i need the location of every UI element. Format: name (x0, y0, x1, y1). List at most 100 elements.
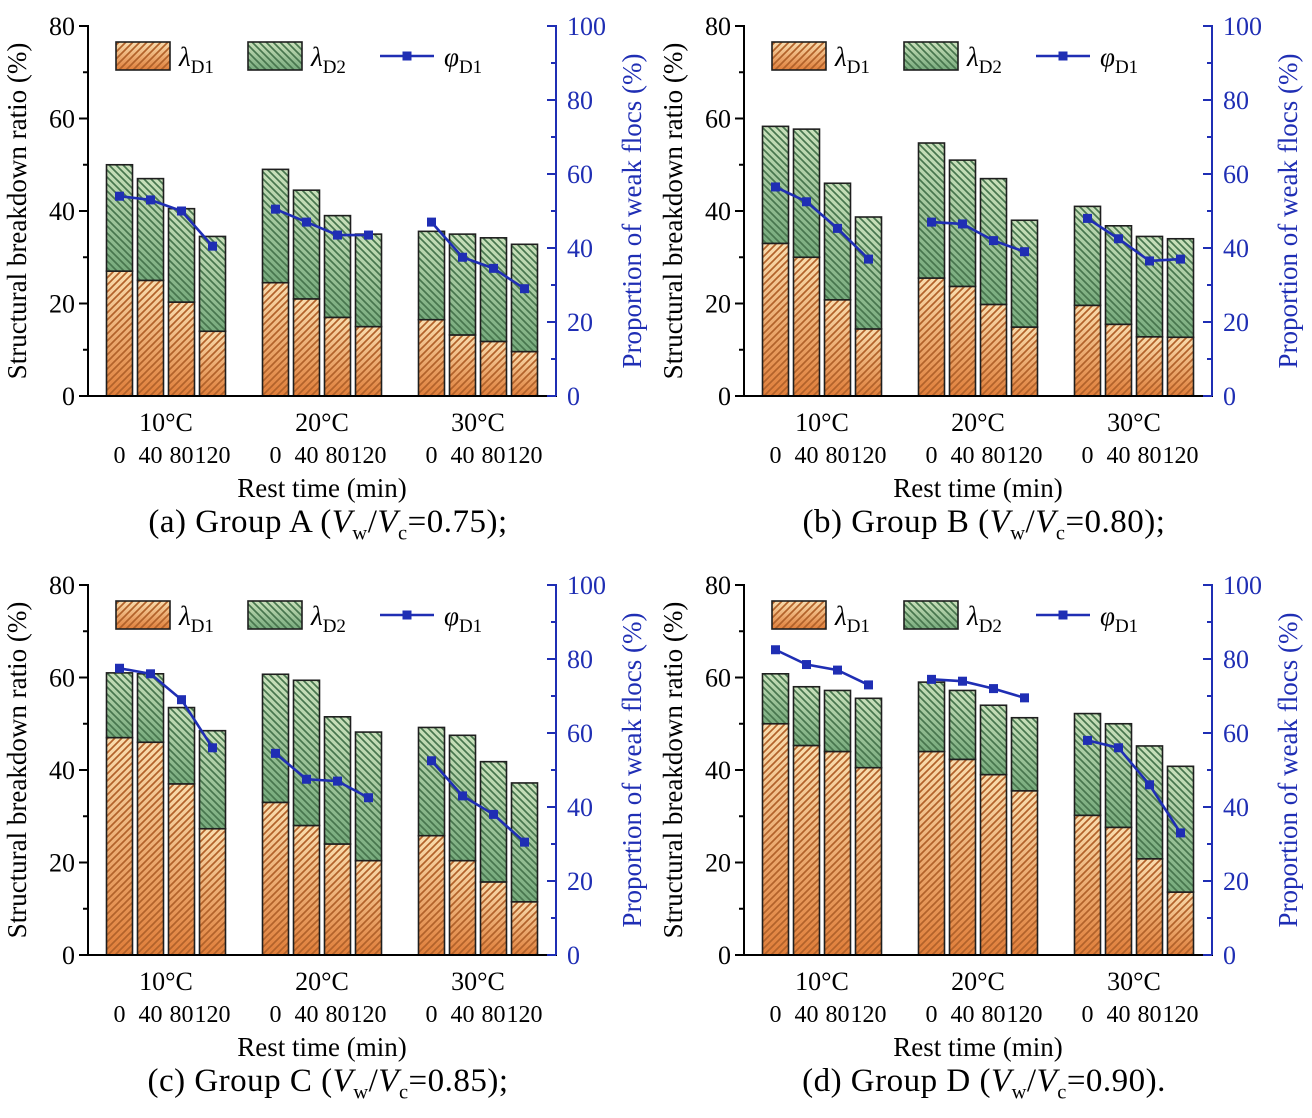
caption-text: (b) Group B ( (802, 504, 990, 540)
x-axis-title: Rest time (min) (893, 1032, 1062, 1062)
chart-panel-b: 0 20 40 60 80 0 20 40 60 80 100 Structural breakdow… (658, 12, 1303, 503)
phi-marker (271, 748, 280, 758)
right-tick-label: 0 (1223, 941, 1236, 970)
rest-time-label: 80 (326, 443, 350, 469)
rest-time-label: 0 (114, 1002, 126, 1028)
bar-segment-lambda-D2-hatch (510, 243, 539, 353)
panel-c: 0 20 40 60 80 0 20 40 60 80 100 Structural breakdow… (0, 559, 656, 1118)
rest-time-label: 0 (926, 443, 938, 469)
caption-text: / (368, 1063, 379, 1099)
phi-marker (146, 195, 155, 205)
bar-segment-lambda-D2-hatch (823, 689, 852, 753)
rest-time-label: 0 (770, 1002, 782, 1028)
phi-marker (489, 809, 498, 819)
rest-time-label: 40 (139, 443, 163, 469)
phi-line-series (771, 645, 1185, 838)
left-tick-label: 60 (49, 664, 75, 693)
caption-panel-a: (a) Group A (Vw/Vc=0.75); (148, 504, 507, 544)
right-axis-title: Proportion of weak flocs (%) (617, 613, 647, 928)
phi-line (119, 194, 214, 248)
bar-segment-lambda-D2-hatch (417, 726, 446, 837)
legend-label-lambda-D1: λD1 (834, 601, 870, 637)
bar-segment-lambda-D1-hatch (1166, 891, 1195, 956)
phi-line (119, 666, 214, 749)
bar-segment-lambda-D1-hatch (854, 766, 883, 956)
phi-marker (771, 182, 780, 192)
bar-segment-lambda-D1-hatch (1073, 814, 1102, 956)
rest-time-label: 120 (507, 1002, 543, 1028)
right-tick-label: 80 (567, 645, 593, 674)
phi-marker (333, 230, 342, 240)
left-axis-title: Structural breakdown ratio (%) (658, 43, 688, 380)
bar-segment-lambda-D2-hatch (1104, 722, 1133, 829)
caption-text: c (1057, 1081, 1067, 1104)
bar-segment-lambda-D1-hatch (1010, 790, 1039, 956)
phi-marker (1145, 780, 1154, 790)
phi-marker (115, 191, 124, 201)
bar-segment-lambda-D1-hatch (323, 843, 352, 956)
phi-marker (927, 674, 936, 684)
axes: 0 20 40 60 80 0 20 40 60 80 100 Structural breakdow… (658, 571, 1303, 1062)
left-tick-label: 80 (49, 571, 75, 600)
legend-swatch-lambda-D1 (771, 41, 827, 71)
rest-time-label: 80 (982, 443, 1006, 469)
bar-segment-lambda-D1-hatch (1135, 335, 1164, 397)
x-axis-title: Rest time (min) (237, 473, 406, 503)
phi-marker (989, 684, 998, 694)
phi-marker (1083, 213, 1092, 223)
phi-line-series (115, 663, 529, 847)
phi-line (774, 648, 870, 687)
legend-swatch-lambda-D1 (115, 600, 171, 630)
caption-text: c (398, 522, 408, 545)
bar-segment-lambda-D1-hatch (292, 298, 321, 397)
chart-panel-d: 0 20 40 60 80 0 20 40 60 80 100 Structural breakdow… (658, 571, 1303, 1062)
panel-b: 0 20 40 60 80 0 20 40 60 80 100 Structural breakdow… (656, 0, 1312, 559)
axes: 0 20 40 60 80 0 20 40 60 80 100 Structural breakdow… (2, 571, 647, 1062)
bar-segment-lambda-D2-hatch (198, 235, 227, 333)
left-tick-label: 80 (705, 571, 731, 600)
temperature-label: 30°C (1107, 967, 1161, 996)
rest-time-label: 120 (195, 443, 231, 469)
caption-text: =0.90). (1066, 1063, 1166, 1099)
bar-segment-lambda-D2-hatch (479, 237, 508, 343)
bar-segment-lambda-D2-hatch (948, 689, 977, 761)
legend-marker-sample (402, 51, 412, 61)
legend-swatch-lambda-D2 (247, 600, 303, 630)
axes: 0 20 40 60 80 0 20 40 60 80 100 Structural breakdow… (658, 12, 1303, 503)
caption-text: V (378, 1063, 399, 1099)
legend: λD1 λD2 φD1 (771, 41, 1138, 78)
bar-segment-lambda-D2-hatch (417, 230, 446, 321)
caption-text: / (367, 504, 378, 540)
right-tick-label: 100 (1223, 571, 1262, 600)
temperature-label: 20°C (951, 408, 1005, 437)
rest-time-label: 120 (507, 443, 543, 469)
right-tick-label: 100 (567, 12, 606, 41)
rest-time-label: 40 (295, 1002, 319, 1028)
right-tick-label: 0 (1223, 382, 1236, 411)
phi-marker (489, 263, 498, 273)
caption-panel-d: (d) Group D (Vw/Vc=0.90). (802, 1063, 1166, 1103)
rest-time-label: 40 (795, 443, 819, 469)
legend: λD1 λD2 φD1 (771, 600, 1138, 637)
phi-marker (1114, 234, 1123, 244)
right-axis-title: Proportion of weak flocs (%) (617, 54, 647, 369)
phi-line (931, 678, 1025, 700)
rest-time-label: 40 (795, 1002, 819, 1028)
bar-segment-lambda-D2-hatch (1010, 219, 1039, 328)
left-tick-label: 60 (49, 105, 75, 134)
right-tick-label: 100 (567, 571, 606, 600)
legend-label-lambda-D1: λD1 (178, 42, 214, 78)
caption-text: c (1055, 522, 1066, 545)
caption-text: V (377, 504, 399, 540)
right-tick-label: 20 (1223, 867, 1249, 896)
left-tick-label: 80 (49, 12, 75, 41)
stacked-bars (105, 163, 539, 397)
stacked-bars (761, 673, 1195, 956)
bar-segment-lambda-D1-hatch (1010, 326, 1039, 397)
rest-time-label: 80 (170, 1002, 194, 1028)
bar-segment-lambda-D1-hatch (354, 859, 383, 956)
bar-segment-lambda-D1-hatch (948, 285, 977, 397)
temperature-label: 30°C (1107, 408, 1161, 437)
phi-marker (208, 241, 217, 251)
rest-time-label: 40 (1107, 443, 1131, 469)
